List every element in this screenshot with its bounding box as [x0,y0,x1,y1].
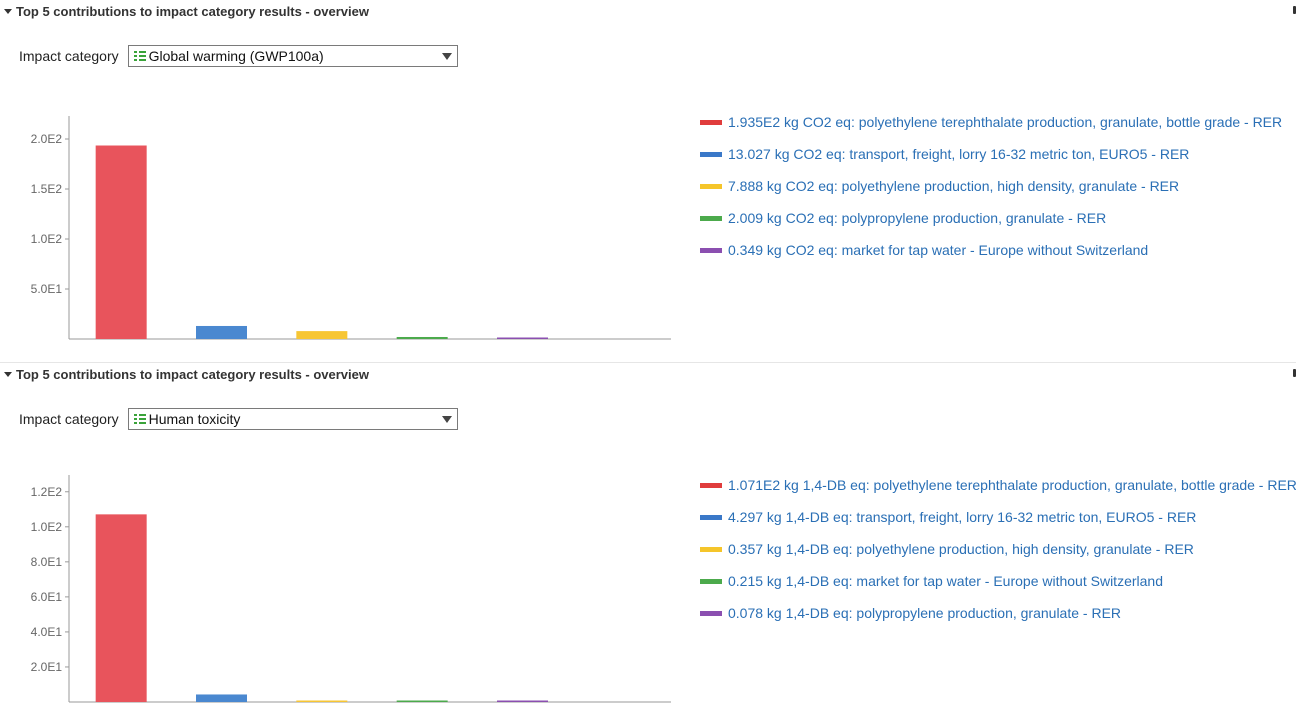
legend-label[interactable]: 0.357 kg 1,4-DB eq: polyethylene product… [728,541,1194,557]
legend-swatch [700,151,722,157]
legend-swatch [700,578,722,584]
legend-swatch [700,546,722,552]
dropdown-arrow-icon[interactable] [441,416,452,423]
legend-label[interactable]: 1.935E2 kg CO2 eq: polyethylene terephth… [728,114,1283,130]
legend-swatch [700,183,722,189]
section-title: Top 5 contributions to impact category r… [16,3,369,19]
collapse-arrow-icon[interactable] [4,371,12,377]
impact-category-select[interactable]: Global warming (GWP100a) [127,45,458,67]
contribution-bar-chart: 5.0E1 1.0E2 1.5E2 2.0E2 [31,116,671,340]
legend-label[interactable]: 13.027 kg CO2 eq: transport, freight, lo… [728,146,1190,162]
y-tick-label: 1.5E2 [31,182,63,196]
legend-item-1[interactable]: 1.935E2 kg CO2 eq: polyethylene terephth… [700,106,1296,138]
legend-label[interactable]: 0.078 kg 1,4-DB eq: polypropylene produc… [728,605,1122,621]
legend-item-3[interactable]: 0.357 kg 1,4-DB eq: polyethylene product… [700,533,1296,565]
legend-item-3[interactable]: 7.888 kg CO2 eq: polyethylene production… [700,170,1296,202]
bar-1 [95,514,147,702]
legend-item-2[interactable]: 13.027 kg CO2 eq: transport, freight, lo… [700,138,1296,170]
bar-4 [396,700,448,702]
legend-label[interactable]: 0.349 kg CO2 eq: market for tap water - … [728,242,1149,258]
impact-category-select[interactable]: Human toxicity [127,408,458,430]
y-tick-label: 2.0E1 [31,660,63,674]
legend-label[interactable]: 4.297 kg 1,4-DB eq: transport, freight, … [728,509,1197,525]
legend-swatch [700,514,722,520]
section-menu-icon[interactable] [1293,6,1296,14]
chart-legend: 1.935E2 kg CO2 eq: polyethylene terephth… [700,106,1296,266]
legend-label[interactable]: 2.009 kg CO2 eq: polypropylene productio… [728,210,1107,226]
legend-swatch [700,482,722,488]
legend-item-2[interactable]: 4.297 kg 1,4-DB eq: transport, freight, … [700,501,1296,533]
legend-item-4[interactable]: 0.215 kg 1,4-DB eq: market for tap water… [700,565,1296,597]
y-tick-label: 1.2E2 [31,485,63,499]
contributions-section-global-warming: Top 5 contributions to impact category r… [0,0,1296,358]
y-tick-label: 1.0E2 [31,520,63,534]
legend-item-4[interactable]: 2.009 kg CO2 eq: polypropylene productio… [700,202,1296,234]
legend-label[interactable]: 1.071E2 kg 1,4-DB eq: polyethylene terep… [728,477,1296,493]
contribution-bar-chart: 2.0E1 4.0E1 6.0E1 8.0E1 1.0E2 1.2E2 [31,475,671,703]
bar-2 [196,694,247,702]
impact-category-value: Global warming (GWP100a) [148,48,324,64]
y-tick-label: 2.0E2 [31,132,63,146]
y-tick-label: 1.0E2 [31,232,63,246]
bar-4 [396,336,448,339]
impact-category-label: Impact category [19,48,119,64]
contributions-section-human-toxicity: Top 5 contributions to impact category r… [0,362,1296,721]
bar-3 [296,700,348,702]
impact-category-row: Impact category Human toxicity [19,407,458,431]
y-tick-label: 5.0E1 [31,282,63,296]
impact-category-list-icon [133,50,146,62]
section-menu-icon[interactable] [1293,369,1296,377]
legend-swatch [700,610,722,616]
legend-swatch [700,119,722,125]
collapse-arrow-icon[interactable] [4,8,12,14]
y-tick-label: 6.0E1 [31,590,63,604]
impact-category-label: Impact category [19,411,119,427]
legend-item-5[interactable]: 0.078 kg 1,4-DB eq: polypropylene produc… [700,597,1296,629]
legend-label[interactable]: 7.888 kg CO2 eq: polyethylene production… [728,178,1180,194]
bar-2 [196,325,247,339]
legend-swatch [700,247,722,253]
bar-5 [497,337,548,339]
impact-category-row: Impact category Global warming (GWP100a) [19,44,458,68]
chart-legend: 1.071E2 kg 1,4-DB eq: polyethylene terep… [700,469,1296,629]
bar-3 [296,331,348,339]
section-header[interactable]: Top 5 contributions to impact category r… [4,2,369,20]
y-tick-label: 8.0E1 [31,555,63,569]
section-title: Top 5 contributions to impact category r… [16,366,369,382]
bar-1 [95,145,147,339]
legend-label[interactable]: 0.215 kg 1,4-DB eq: market for tap water… [728,573,1163,589]
y-tick-label: 4.0E1 [31,625,63,639]
impact-category-list-icon [133,413,146,425]
dropdown-arrow-icon[interactable] [441,53,452,60]
legend-item-1[interactable]: 1.071E2 kg 1,4-DB eq: polyethylene terep… [700,469,1296,501]
legend-item-5[interactable]: 0.349 kg CO2 eq: market for tap water - … [700,234,1296,266]
section-header[interactable]: Top 5 contributions to impact category r… [4,365,369,383]
impact-category-value: Human toxicity [148,411,241,427]
bar-5 [497,700,548,702]
legend-swatch [700,215,722,221]
